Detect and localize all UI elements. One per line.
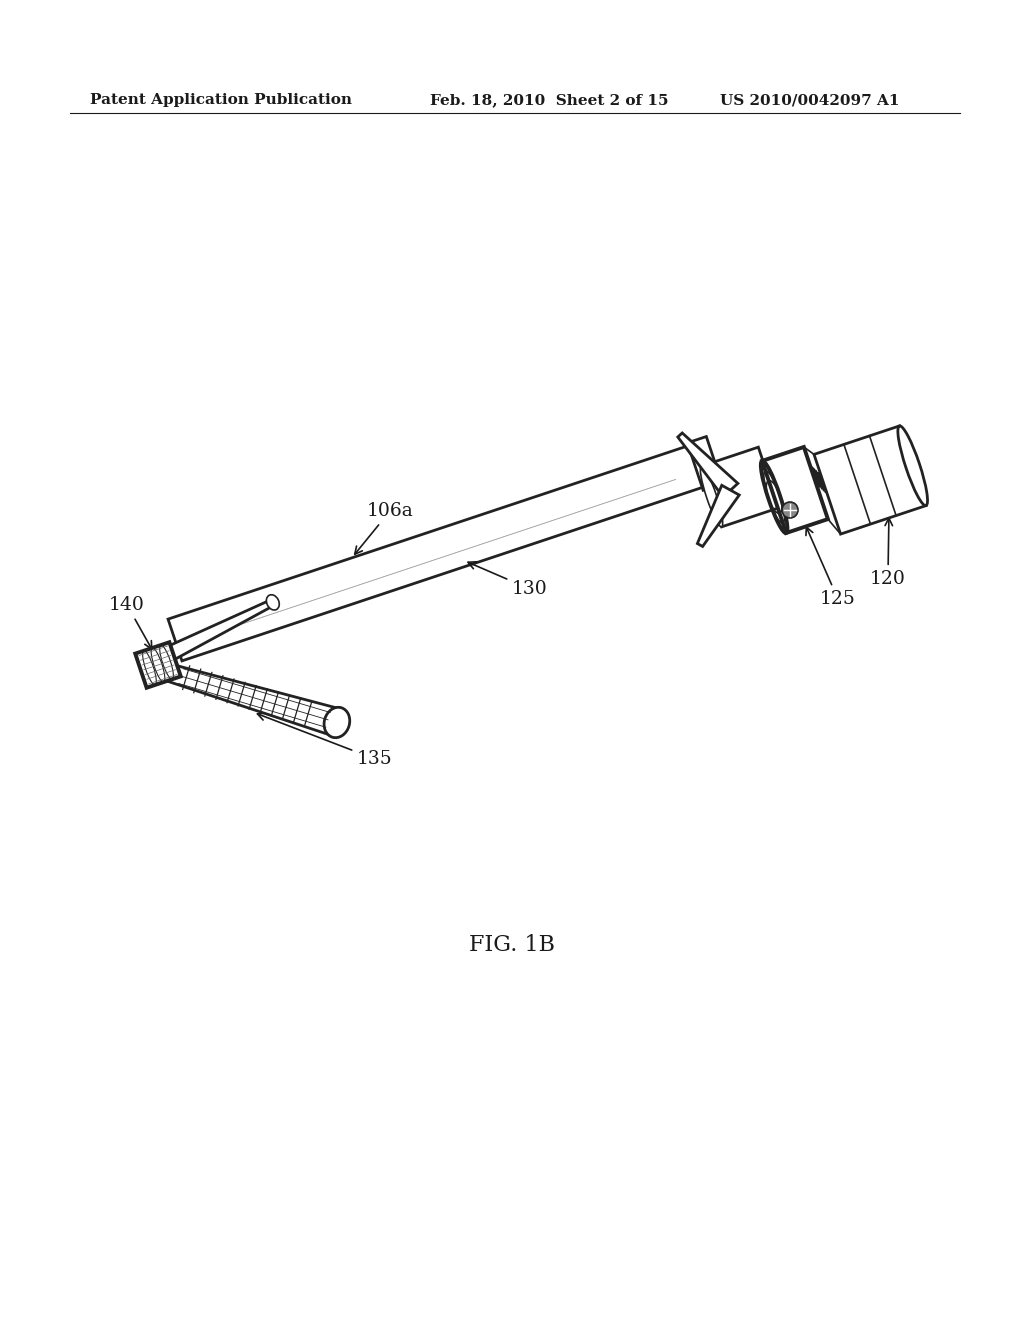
Text: Patent Application Publication: Patent Application Publication bbox=[90, 92, 352, 107]
Ellipse shape bbox=[700, 466, 723, 527]
Polygon shape bbox=[168, 444, 707, 661]
Text: 130: 130 bbox=[468, 562, 548, 598]
Polygon shape bbox=[158, 661, 341, 737]
Text: FIG. 1B: FIG. 1B bbox=[469, 935, 555, 956]
Text: 120: 120 bbox=[870, 519, 906, 587]
Polygon shape bbox=[135, 643, 181, 688]
Polygon shape bbox=[678, 433, 738, 496]
Polygon shape bbox=[153, 599, 274, 668]
Text: 125: 125 bbox=[806, 527, 856, 609]
Text: 135: 135 bbox=[257, 713, 393, 768]
Ellipse shape bbox=[898, 426, 928, 506]
Text: 140: 140 bbox=[110, 597, 152, 649]
Ellipse shape bbox=[324, 708, 350, 738]
Polygon shape bbox=[701, 447, 778, 527]
Polygon shape bbox=[687, 437, 722, 490]
Circle shape bbox=[782, 502, 798, 517]
Polygon shape bbox=[762, 447, 827, 533]
Polygon shape bbox=[697, 486, 739, 546]
Polygon shape bbox=[814, 426, 926, 535]
Text: Feb. 18, 2010  Sheet 2 of 15: Feb. 18, 2010 Sheet 2 of 15 bbox=[430, 92, 669, 107]
Text: US 2010/0042097 A1: US 2010/0042097 A1 bbox=[720, 92, 899, 107]
Ellipse shape bbox=[266, 595, 280, 610]
Text: 106a: 106a bbox=[354, 502, 414, 554]
